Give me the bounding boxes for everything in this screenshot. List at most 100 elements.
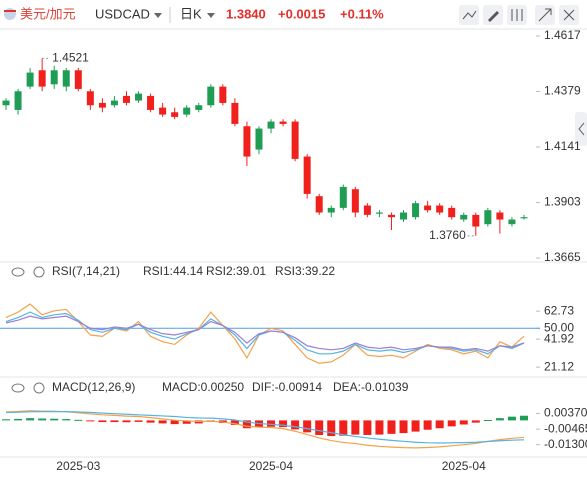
histogram-bar	[447, 420, 456, 427]
candle-body	[86, 91, 94, 106]
histogram-bar	[363, 420, 372, 435]
candle-body	[14, 91, 22, 110]
candle-body	[520, 217, 528, 219]
dropdown-caret[interactable]	[154, 13, 162, 18]
candle-body	[50, 70, 58, 85]
legend-entry: DEA:-0.01039	[333, 380, 409, 394]
icon	[563, 9, 575, 21]
period[interactable]: 日K	[180, 6, 202, 21]
histogram-bar	[375, 420, 384, 435]
candle-body	[38, 70, 46, 87]
histogram-bar	[279, 420, 288, 428]
pair-name[interactable]: 美元/加元	[20, 6, 76, 21]
legend-entry: DIF:-0.00914	[252, 380, 322, 394]
y-tick-label: -0.01300	[544, 437, 587, 451]
candle-body	[387, 214, 395, 218]
candle-body	[26, 72, 34, 87]
collapse-tab[interactable]	[575, 112, 587, 146]
histogram-bar	[327, 420, 336, 437]
y-tick-label: 1.4141	[544, 139, 581, 153]
candle-body	[412, 203, 420, 218]
candle-body	[255, 128, 263, 150]
legend-entry: RSI2:39.01	[206, 264, 266, 278]
candle-body	[279, 121, 287, 124]
histogram-bar	[291, 420, 300, 430]
indicator-line	[5, 315, 525, 352]
histogram-bar	[519, 415, 528, 421]
candle-body	[171, 112, 179, 117]
icon	[511, 9, 523, 21]
gear-icon[interactable]	[33, 266, 45, 278]
y-tick-label: 21.12	[544, 359, 574, 373]
histogram-bar	[471, 420, 480, 423]
y-tick-label: -0.00465	[544, 421, 587, 435]
y-tick-label: 1.4379	[544, 84, 581, 98]
histogram-bar	[98, 420, 107, 423]
indicator-line	[5, 303, 525, 364]
histogram-bar	[351, 420, 360, 435]
eye-icon[interactable]	[11, 383, 25, 393]
histogram-bar	[74, 419, 83, 421]
histogram-bar	[110, 420, 119, 423]
histogram-bar	[435, 420, 444, 429]
candle-body	[436, 205, 444, 213]
histogram-bar	[315, 420, 324, 435]
y-tick-label: 62.73	[544, 303, 574, 317]
x-tick-label: 2025-04	[442, 459, 486, 473]
candle-body	[291, 121, 299, 159]
candle-body	[231, 102, 239, 124]
histogram-bar	[146, 420, 155, 423]
histogram-bar	[423, 420, 432, 430]
histogram-bar	[38, 418, 47, 421]
legend-entry: MACD:0.00250	[162, 380, 244, 394]
histogram-bar	[122, 420, 131, 423]
eye-icon[interactable]	[11, 267, 25, 277]
y-tick-label: 1.4617	[544, 28, 581, 42]
y-tick-label: 41.92	[544, 331, 574, 345]
flag-stripe	[4, 10, 16, 12]
histogram-bar	[411, 420, 420, 432]
indicator-button[interactable]	[459, 5, 479, 25]
histogram-bar	[242, 420, 251, 429]
histogram-bar	[507, 416, 516, 421]
y-tick-label: 1.3665	[544, 250, 581, 264]
histogram-bar	[2, 419, 11, 421]
histogram-bar	[50, 418, 59, 421]
indicator-line	[6, 411, 524, 444]
candle-body	[219, 86, 227, 103]
candle-body	[303, 156, 311, 194]
histogram-bar	[134, 420, 143, 422]
candle-body	[400, 212, 408, 220]
low-annotation: 1.3760	[429, 228, 466, 242]
candle-body	[339, 186, 347, 208]
candle-body	[2, 100, 10, 106]
candle-body	[375, 212, 383, 214]
histogram-bar	[26, 418, 35, 421]
candle-body	[315, 196, 323, 213]
candle-body	[363, 205, 371, 215]
indicator-title: RSI(7,14,21)	[52, 264, 120, 278]
histogram-bar	[182, 420, 191, 424]
candle-body	[110, 100, 118, 106]
candle-body	[159, 107, 167, 115]
candle-body	[472, 214, 480, 227]
histogram-bar	[14, 418, 23, 421]
candle-body	[147, 95, 155, 110]
dropdown-caret[interactable]	[207, 13, 215, 18]
icon	[462, 10, 477, 20]
icon	[488, 11, 499, 22]
gear-icon[interactable]	[33, 382, 45, 394]
price: 1.3840	[226, 6, 266, 21]
histogram-bar	[62, 419, 71, 421]
price-change: +0.0015	[278, 6, 325, 21]
candle-body	[195, 105, 203, 110]
icon	[578, 122, 585, 136]
indicator-line	[5, 410, 525, 449]
symbol[interactable]: USDCAD	[95, 6, 150, 21]
candle-body	[62, 70, 70, 87]
candle-body	[243, 126, 251, 157]
indicator-title: MACD(12,26,9)	[52, 380, 135, 394]
candle-body	[135, 93, 143, 101]
